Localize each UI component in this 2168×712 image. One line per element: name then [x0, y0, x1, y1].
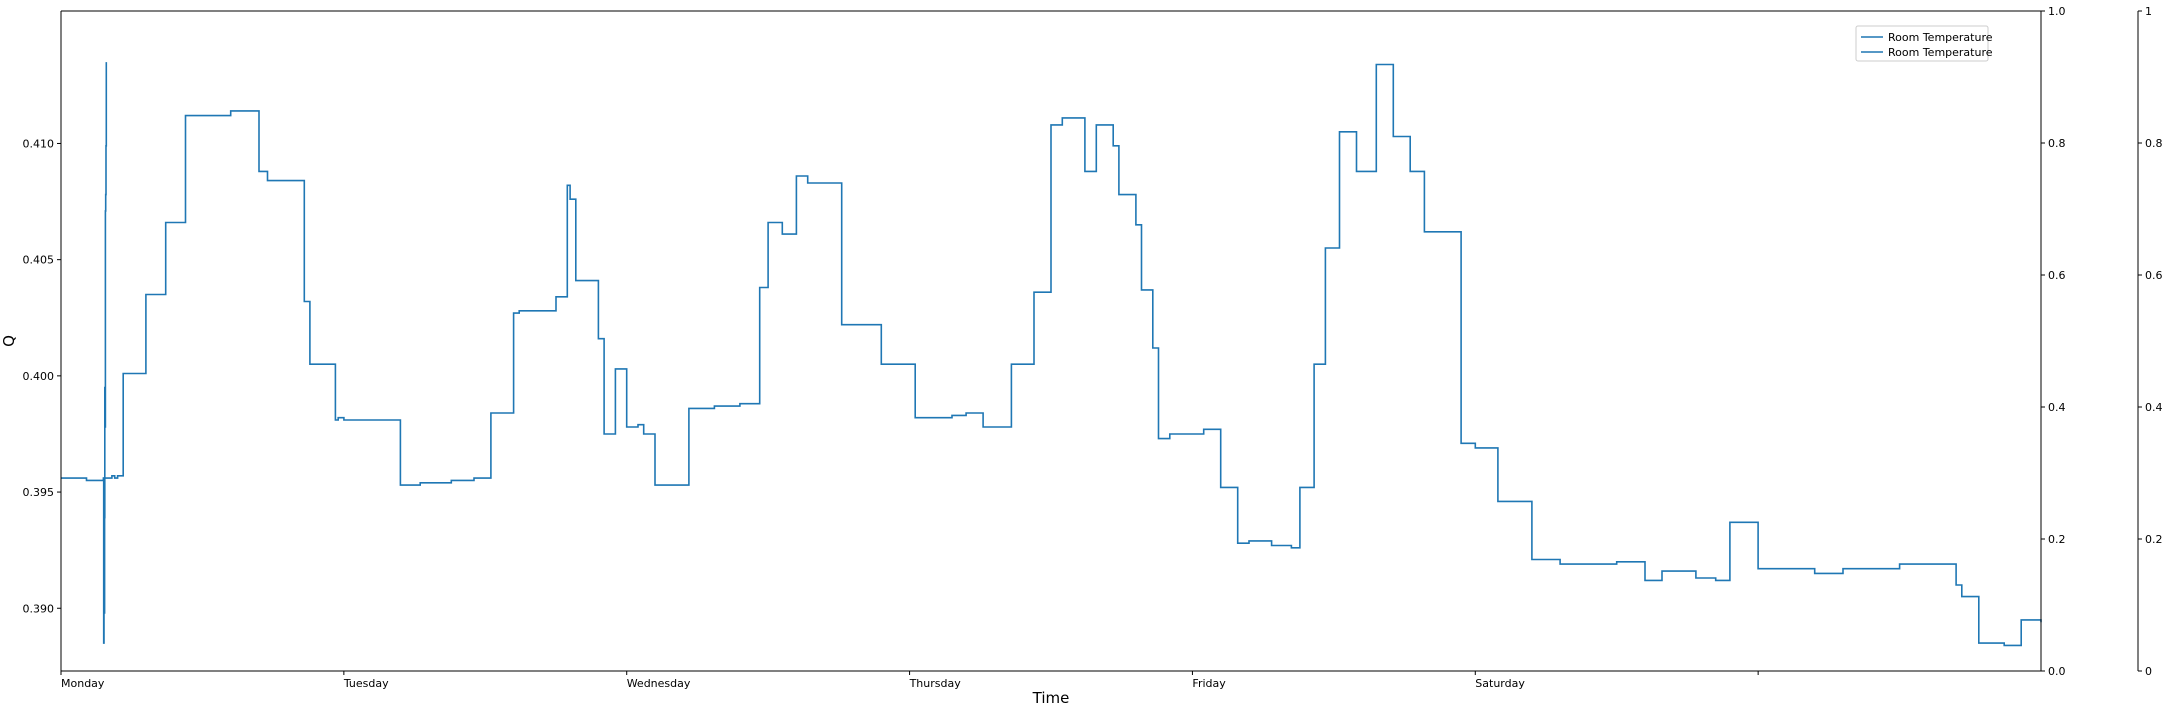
y-axis-ticks: 0.390 0.395 0.400 0.405 0.410	[23, 137, 61, 615]
legend: Room Temperature Room Temperature	[1855, 25, 1993, 62]
series-line-1	[61, 63, 2042, 647]
right-axis-2-ticks: 0 0.2 0.4 0.6 0.8 1	[2138, 5, 2163, 678]
legend-label-2: Room Temperature	[1888, 46, 1993, 59]
series-layer	[61, 62, 2042, 647]
x-tick-label: Saturday	[1475, 677, 1525, 690]
legend-box	[1855, 25, 1989, 62]
y-tick-label: 0.410	[23, 137, 55, 150]
right-axis-2-tick-label: 0	[2145, 665, 2152, 678]
right-axis-1-tick-label: 0.2	[2048, 533, 2066, 546]
right-axis-2-tick-label: 0.4	[2145, 401, 2163, 414]
x-axis-ticks: Monday Tuesday Wednesday Thursday Friday Satu…	[60, 671, 1759, 690]
right-axis-1-tick-label: 0.4	[2048, 401, 2066, 414]
y-tick-label: 0.390	[23, 602, 55, 615]
y-tick-label: 0.400	[23, 370, 55, 383]
right-axis-2-tick-label: 0.8	[2145, 137, 2163, 150]
legend-label-1: Room Temperature	[1888, 31, 1993, 44]
series-line-2	[102, 62, 108, 644]
right-axis-2-tick-label: 0.6	[2145, 269, 2163, 282]
plot-area	[61, 11, 2041, 671]
right-axis-1-tick-label: 0.8	[2048, 137, 2066, 150]
x-tick-label: Monday	[61, 677, 105, 690]
x-tick-label: Tuesday	[343, 677, 389, 690]
x-axis-label: Time	[1032, 689, 1070, 707]
x-tick-label: Friday	[1192, 677, 1226, 690]
right-axis-2-tick-label: 0.2	[2145, 533, 2163, 546]
right-axis-2-tick-label: 1	[2145, 5, 2152, 18]
y-tick-label: 0.395	[23, 486, 55, 499]
right-axis-1-tick-label: 0.6	[2048, 269, 2066, 282]
right-axis-1-ticks: 0.0 0.2 0.4 0.6 0.8 1.0	[2041, 5, 2066, 678]
right-axis-1-tick-label: 1.0	[2048, 5, 2066, 18]
x-tick-label: Thursday	[909, 677, 962, 690]
y-axis-label: Q	[0, 335, 18, 347]
y-tick-label: 0.405	[23, 254, 55, 267]
right-axis-1-tick-label: 0.0	[2048, 665, 2066, 678]
x-tick-label: Wednesday	[627, 677, 691, 690]
